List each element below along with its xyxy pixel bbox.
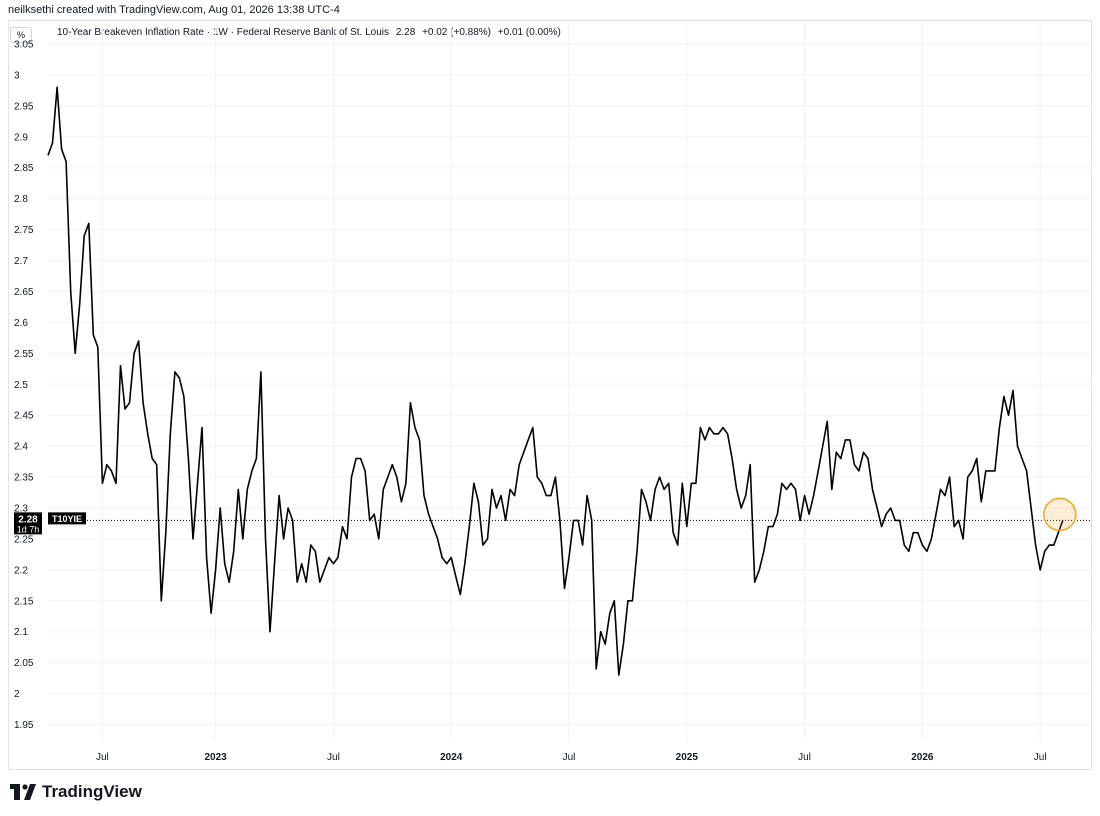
chart-attribution: neilksethi created with TradingView.com,… xyxy=(8,4,340,16)
x-tick-label: Jul xyxy=(563,752,576,763)
y-tick-label: 3.05 xyxy=(14,40,34,51)
price-label-box xyxy=(14,512,42,535)
y-tick-label: 2.7 xyxy=(14,256,28,267)
legend-title: 10-Year Breakeven Inflation Rate · 1W · … xyxy=(57,27,390,38)
last-point-highlight xyxy=(1043,497,1077,532)
brand-name: TradingView xyxy=(42,782,142,801)
y-tick-label: 2 xyxy=(14,689,20,700)
y-tick-label: 2.15 xyxy=(14,596,34,607)
legend-extra: +0.01 (0.00%) xyxy=(497,27,561,38)
y-tick-label: 2.9 xyxy=(14,132,28,143)
y-tick-label: 2.85 xyxy=(14,163,34,174)
series-legend[interactable]: 10-Year Breakeven Inflation Rate · 1W · … xyxy=(57,27,565,38)
legend-last-value: 2.28 xyxy=(395,27,416,38)
y-tick-label: 3 xyxy=(14,70,20,81)
y-tick-label: 2.1 xyxy=(14,627,28,638)
y-tick-label: 2.55 xyxy=(14,349,34,360)
x-axis: Jul 2023 Jul 2024 Jul 2025 Jul 2026 Jul xyxy=(96,752,1047,763)
y-tick-label: 1.95 xyxy=(14,720,34,731)
y-tick-label: 2.25 xyxy=(14,534,34,545)
x-tick-label: 2023 xyxy=(205,752,228,763)
x-tick-label: Jul xyxy=(798,752,811,763)
y-tick-label: 2.75 xyxy=(14,225,34,236)
x-tick-label: 2025 xyxy=(676,752,699,763)
y-axis: 1.95 2 2.05 2.1 2.15 2.2 2.25 2.3 2.35 2.4 2.45 2.5… xyxy=(14,40,34,732)
tradingview-logo[interactable]: TradingView xyxy=(10,782,142,802)
tradingview-logo-icon xyxy=(10,784,36,800)
y-tick-label: 2.6 xyxy=(14,318,28,329)
y-tick-label: 2.4 xyxy=(14,442,28,453)
price-label-value: 2.28 xyxy=(18,514,38,525)
y-tick-label: 2.35 xyxy=(14,473,34,484)
y-tick-label: 2.3 xyxy=(14,504,28,515)
legend-change: +0.02 (+0.88%) xyxy=(422,27,491,38)
y-tick-label: 2.45 xyxy=(14,411,34,422)
x-tick-label: Jul xyxy=(327,752,340,763)
series-line-t10yie xyxy=(47,86,1064,676)
unit-badge[interactable]: % xyxy=(10,27,32,43)
symbol-label: T10YIE xyxy=(52,514,82,524)
x-tick-label: Jul xyxy=(96,752,109,763)
y-tick-label: 2.05 xyxy=(14,658,34,669)
y-tick-label: 2.8 xyxy=(14,194,28,205)
x-tick-label: Jul xyxy=(1034,752,1047,763)
y-tick-label: 2.5 xyxy=(14,380,28,391)
y-tick-label: 2.65 xyxy=(14,287,34,298)
series-layer xyxy=(47,86,1064,676)
y-tick-label: 2.2 xyxy=(14,565,28,576)
y-tick-label: 2.95 xyxy=(14,101,34,112)
symbol-label-box xyxy=(48,512,86,525)
price-label-countdown: 1d 7h xyxy=(17,524,40,534)
x-tick-label: 2026 xyxy=(911,752,934,763)
x-tick-label: 2024 xyxy=(440,752,463,763)
grid-layer xyxy=(48,24,1090,740)
chart-frame xyxy=(8,20,1092,770)
